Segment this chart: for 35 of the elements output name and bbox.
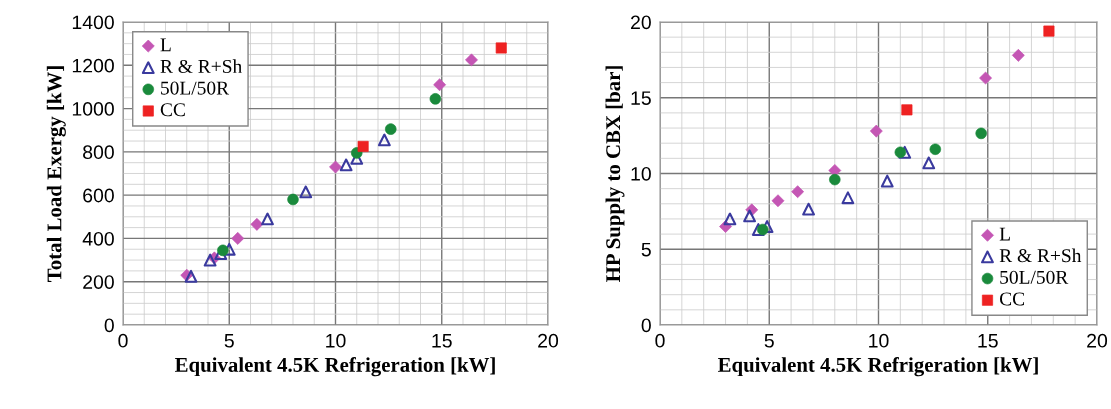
- y-tick-label: 200: [83, 275, 114, 289]
- y-axis-title: HP Supply to CBX [bar]: [605, 66, 625, 282]
- legend-label: CC: [999, 292, 1025, 306]
- x-axis-title: Equivalent 4.5K Refrigeration [kW]: [717, 357, 1038, 377]
- x-tick-label: 20: [538, 333, 559, 348]
- x-tick-label: 5: [224, 334, 234, 348]
- y-tick-label: 1400: [72, 15, 114, 30]
- y-tick-label: 1200: [72, 58, 114, 73]
- x-tick-label: 10: [326, 333, 346, 348]
- y-tick-label: 0: [104, 318, 114, 333]
- legend-label: L: [999, 227, 1010, 241]
- y-tick-label: 10: [631, 166, 651, 181]
- legend-label: R & R+Sh: [160, 59, 242, 73]
- y-tick-label: 400: [82, 231, 114, 246]
- x-tick-label: 20: [1087, 333, 1108, 348]
- y-tick-label: 0: [641, 318, 651, 333]
- x-tick-label: 15: [432, 334, 452, 348]
- y-tick-label: 5: [641, 242, 651, 257]
- y-axis-title: Total Load Exergy [kW]: [46, 66, 66, 282]
- x-tick-label: 0: [118, 333, 128, 348]
- y-tick-label: 800: [83, 145, 114, 160]
- x-tick-label: 5: [764, 334, 774, 348]
- x-tick-label: 15: [978, 334, 998, 348]
- legend-label: 50L/50R: [1000, 270, 1069, 284]
- y-tick-label: 20: [631, 15, 651, 30]
- x-tick-label: 10: [869, 333, 889, 348]
- legend-label: R & R+Sh: [999, 248, 1082, 263]
- x-tick-label: 0: [655, 333, 665, 348]
- x-axis-title: Equivalent 4.5K Refrigeration [kW]: [174, 357, 495, 377]
- y-tick-label: 15: [631, 91, 651, 105]
- legend-label: L: [160, 38, 171, 52]
- legend-label: CC: [160, 103, 185, 117]
- y-tick-label: 1000: [72, 102, 114, 116]
- y-tick-label: 600: [83, 188, 114, 203]
- legend-label: 50L/50R: [161, 81, 230, 95]
